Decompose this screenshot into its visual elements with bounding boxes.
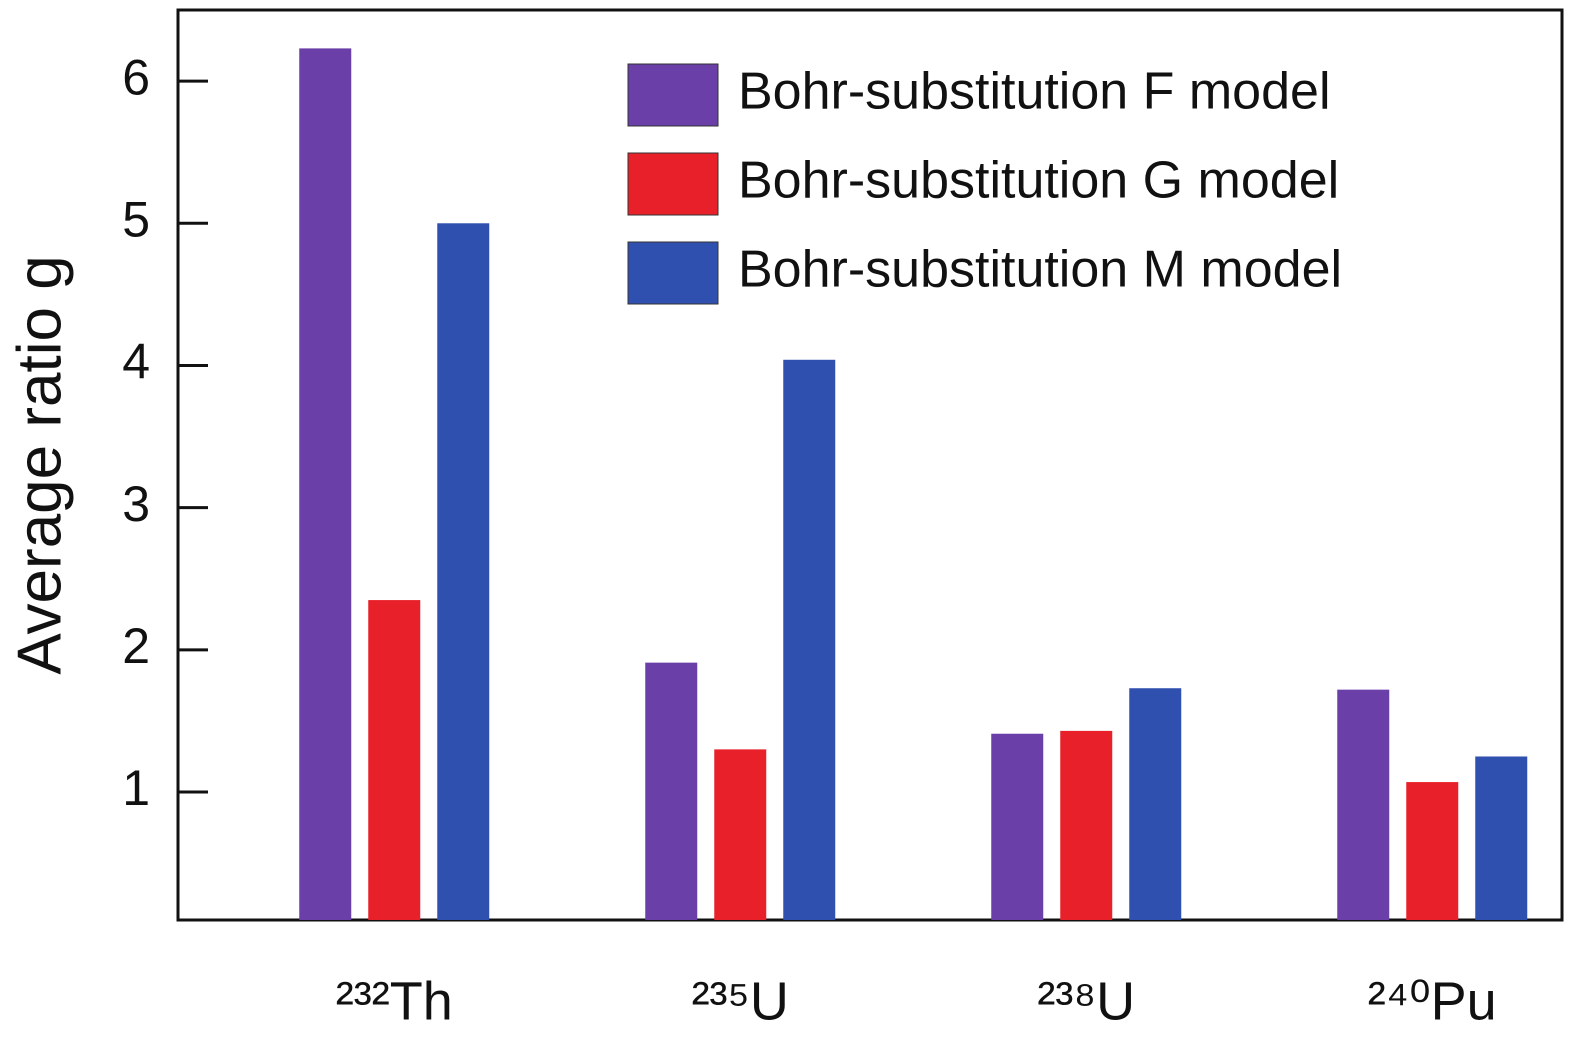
x-tick-label: ²³⁵U	[692, 971, 789, 1031]
bar	[1060, 730, 1113, 920]
y-tick-label: 5	[122, 191, 150, 247]
y-axis-title: Average ratio g	[5, 255, 74, 674]
bar	[368, 600, 421, 920]
y-tick-label: 6	[122, 49, 150, 105]
y-tick-label: 3	[122, 476, 150, 532]
x-tick-label: ²³⁸U	[1037, 971, 1135, 1031]
legend-swatch	[627, 63, 719, 127]
legend-swatch	[627, 152, 719, 216]
bar	[991, 733, 1044, 920]
bar	[714, 749, 767, 920]
legend-label: Bohr-substitution F model	[738, 63, 1331, 121]
bar	[1337, 689, 1390, 920]
bar	[437, 223, 490, 920]
plot-frame	[176, 8, 1564, 922]
x-tick-label: ²³²Th	[336, 971, 453, 1031]
legend-label: Bohr-substitution M model	[738, 241, 1342, 299]
y-tick-label: 4	[122, 334, 150, 390]
legend-label: Bohr-substitution G model	[738, 152, 1339, 210]
legend-swatch	[627, 241, 719, 305]
bar	[783, 359, 836, 920]
bar	[1475, 756, 1528, 920]
x-tick-label: ²⁴⁰Pu	[1368, 971, 1497, 1031]
bar	[299, 48, 352, 920]
bar	[1406, 782, 1459, 920]
bar	[1129, 688, 1182, 920]
y-tick-label: 1	[122, 760, 150, 816]
bar	[645, 662, 698, 920]
y-tick-label: 2	[122, 618, 150, 674]
